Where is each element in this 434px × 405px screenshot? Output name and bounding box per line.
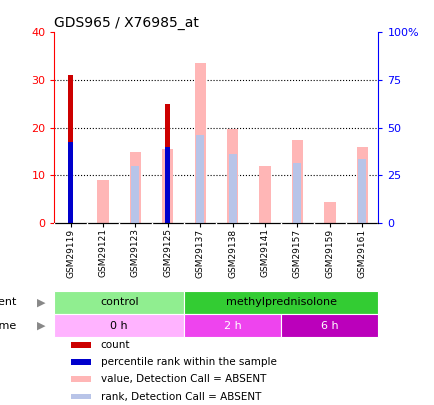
Text: agent: agent [0, 297, 17, 307]
Text: GSM29157: GSM29157 [292, 228, 301, 277]
Text: GSM29159: GSM29159 [325, 228, 334, 277]
Bar [280, 314, 378, 337]
Bar [70, 394, 91, 399]
Text: GSM29123: GSM29123 [131, 228, 140, 277]
Text: rank, Detection Call = ABSENT: rank, Detection Call = ABSENT [101, 392, 260, 401]
Bar [97, 180, 108, 223]
Bar [184, 314, 280, 337]
Text: 2 h: 2 h [223, 321, 241, 331]
Bar [259, 166, 270, 223]
Bar [54, 314, 184, 337]
Text: ▶: ▶ [37, 321, 46, 331]
Text: GSM29161: GSM29161 [357, 228, 366, 277]
Text: control: control [100, 297, 138, 307]
Bar [184, 291, 378, 314]
Bar [228, 154, 236, 223]
Bar [68, 75, 73, 223]
Bar [70, 342, 91, 348]
Text: time: time [0, 321, 17, 331]
Text: GSM29138: GSM29138 [227, 228, 237, 277]
Bar [196, 135, 204, 223]
Bar [165, 104, 170, 223]
Bar [194, 63, 205, 223]
Bar [227, 129, 238, 223]
Bar [54, 291, 184, 314]
Bar [293, 164, 301, 223]
Text: GSM29141: GSM29141 [260, 228, 269, 277]
Bar [70, 359, 91, 365]
Bar [68, 142, 73, 223]
Text: count: count [101, 340, 130, 350]
Text: 0 h: 0 h [110, 321, 128, 331]
Bar [165, 147, 170, 223]
Bar [291, 140, 302, 223]
Bar [358, 159, 365, 223]
Bar [70, 377, 91, 382]
Text: GSM29125: GSM29125 [163, 228, 172, 277]
Bar [129, 151, 141, 223]
Text: GSM29137: GSM29137 [195, 228, 204, 277]
Text: ▶: ▶ [37, 297, 46, 307]
Text: percentile rank within the sample: percentile rank within the sample [101, 357, 276, 367]
Bar [356, 147, 367, 223]
Text: GSM29121: GSM29121 [98, 228, 107, 277]
Text: value, Detection Call = ABSENT: value, Detection Call = ABSENT [101, 374, 266, 384]
Text: GSM29119: GSM29119 [66, 228, 75, 277]
Bar [323, 202, 335, 223]
Bar [162, 149, 173, 223]
Bar [131, 166, 139, 223]
Text: 6 h: 6 h [320, 321, 338, 331]
Text: GDS965 / X76985_at: GDS965 / X76985_at [54, 16, 199, 30]
Text: methylprednisolone: methylprednisolone [225, 297, 336, 307]
